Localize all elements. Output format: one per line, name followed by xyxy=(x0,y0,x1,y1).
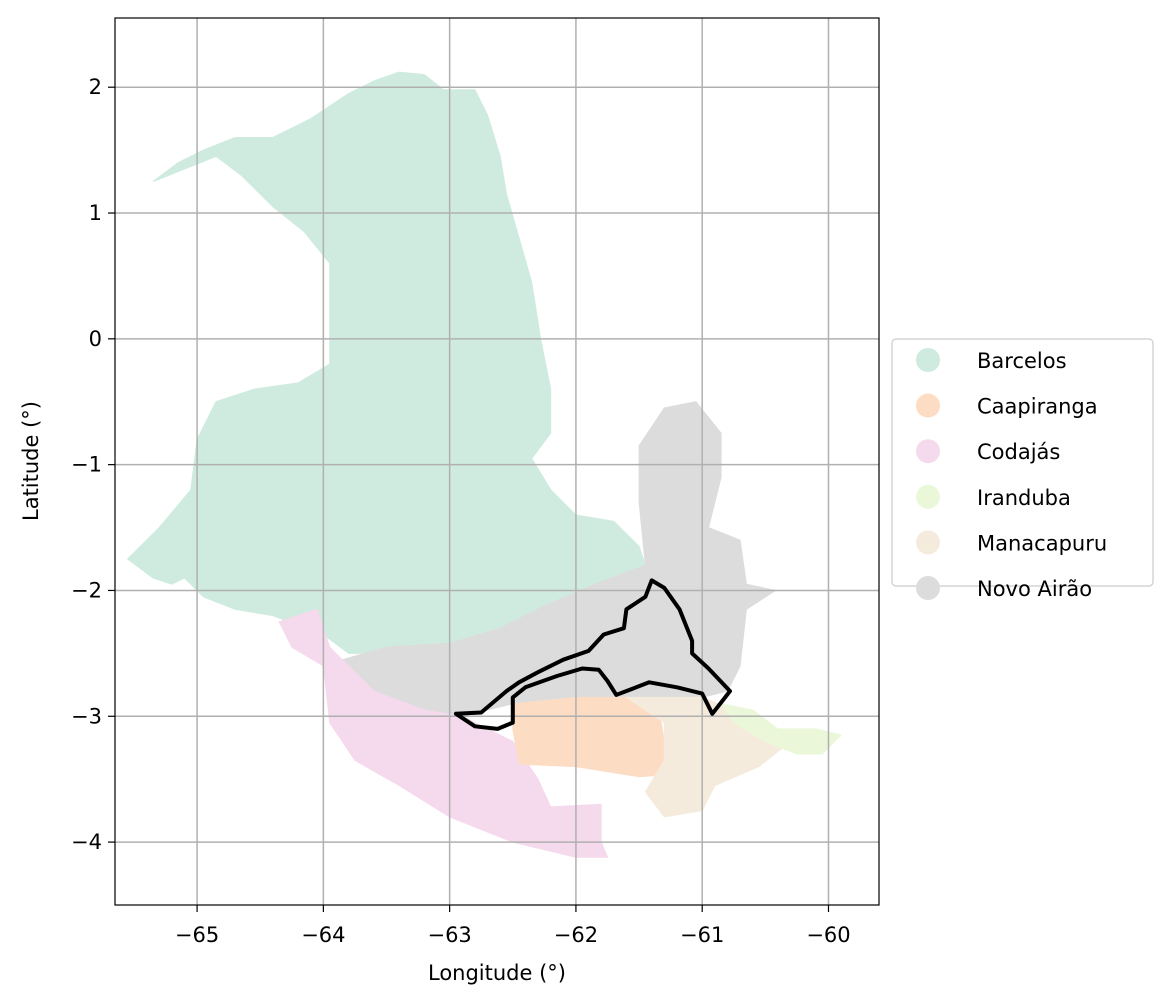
legend-marker-barcelos xyxy=(916,348,940,372)
legend: Barcelos Caapiranga Codajás Iranduba Manacap… xyxy=(891,338,1154,601)
y-axis-label: Latitude (°) xyxy=(19,401,43,521)
legend-box xyxy=(891,338,1154,587)
legend-label-codajas: Codajás xyxy=(977,440,1060,464)
basin-outline xyxy=(454,578,732,731)
legend-marker-caapiranga xyxy=(916,393,940,418)
legend-entries: Barcelos Caapiranga Codajás Iranduba Manacap… xyxy=(916,348,1107,601)
x-axis-label: Longitude (°) xyxy=(428,961,566,985)
legend-label-manacapuru: Manacapuru xyxy=(977,531,1107,555)
region-codajas xyxy=(278,608,609,858)
legend-marker-codajas xyxy=(916,439,940,464)
x-tick-label: −64 xyxy=(301,923,345,947)
y-axis-ticks: 2 1 0 −1 −2 −3 −4 xyxy=(71,75,115,854)
x-tick-label: −63 xyxy=(427,923,471,947)
legend-label-barcelos: Barcelos xyxy=(977,349,1067,373)
basin-outline-line xyxy=(454,578,732,731)
legend-label-caapiranga: Caapiranga xyxy=(977,395,1098,419)
legend-label-novo-airao: Novo Airão xyxy=(977,577,1092,601)
y-tick-label: −2 xyxy=(71,578,102,602)
plot-frame xyxy=(114,17,880,906)
y-tick-label: 2 xyxy=(89,75,102,99)
y-tick-label: −1 xyxy=(71,453,102,477)
legend-marker-novo-airao xyxy=(916,576,940,600)
x-tick-label: −60 xyxy=(806,923,850,947)
legend-label-iranduba: Iranduba xyxy=(977,486,1071,510)
x-tick-label: −61 xyxy=(680,923,724,947)
x-tick-label: −65 xyxy=(175,923,219,947)
legend-marker-iranduba xyxy=(916,484,940,509)
grid-lines xyxy=(115,18,879,905)
y-tick-label: −3 xyxy=(71,704,102,728)
y-tick-label: −4 xyxy=(71,830,102,854)
x-axis-ticks: −65 −64 −63 −62 −61 −60 xyxy=(175,905,851,947)
y-tick-label: 1 xyxy=(89,201,102,225)
x-tick-label: −62 xyxy=(554,923,598,947)
y-tick-label: 0 xyxy=(89,327,102,351)
legend-marker-manacapuru xyxy=(916,530,940,555)
